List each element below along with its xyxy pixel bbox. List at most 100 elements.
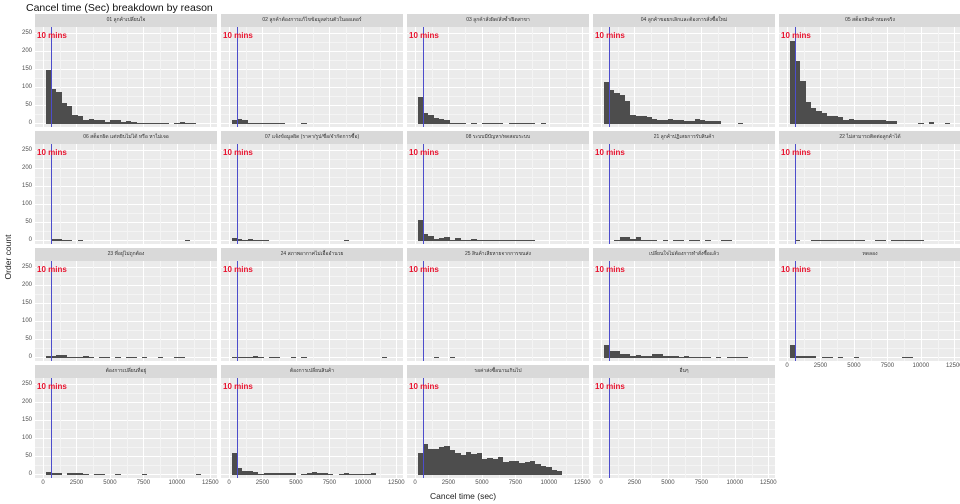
histogram-bar <box>678 120 684 124</box>
histogram-bar <box>944 122 951 124</box>
histogram-bar <box>609 350 615 358</box>
histogram-bar <box>423 444 429 475</box>
histogram-bar <box>152 122 159 124</box>
histogram-bar <box>77 473 84 475</box>
histogram-bar <box>795 356 801 358</box>
histogram-bar <box>258 473 264 475</box>
histogram-bar <box>630 356 636 358</box>
histogram-bar <box>158 356 164 358</box>
histogram-bar <box>837 240 844 241</box>
histogram-bar <box>88 118 94 124</box>
histogram-bar <box>789 345 796 358</box>
facet-plot-area: 10 mins <box>407 378 589 478</box>
histogram-bar <box>832 116 838 124</box>
ten-minute-reference-line <box>237 378 239 478</box>
ten-minute-reference-line <box>51 261 53 361</box>
facet-panel: 08 ระบบมีปัญหา/ทดสอบระบบ 10 mins <box>407 131 589 244</box>
histogram-bar <box>77 240 84 241</box>
histogram-bar <box>508 461 515 475</box>
histogram-bar <box>524 462 531 475</box>
histogram-bar <box>795 60 801 124</box>
histogram-bar <box>88 357 94 358</box>
histogram-bar <box>67 105 73 124</box>
y-tick-label: 0 <box>28 354 32 360</box>
histogram-bar <box>237 239 243 241</box>
histogram-bar <box>56 239 62 241</box>
histogram-bar <box>449 450 456 475</box>
histogram-bar <box>805 356 812 358</box>
histogram-bar <box>535 464 541 475</box>
reference-line-label: 10 mins <box>37 265 67 274</box>
reference-line-label: 10 mins <box>37 148 67 157</box>
histogram-bar <box>301 473 307 475</box>
histogram-bar <box>514 461 520 475</box>
histogram-bar <box>184 122 191 124</box>
histogram-bar <box>237 357 243 358</box>
histogram-bar <box>269 123 275 124</box>
histogram-bar <box>614 240 620 241</box>
facet-panel: 22 ไม่สามารถติดต่อลูกค้าได้ 10 mins <box>779 131 960 244</box>
histogram-bar <box>67 356 73 358</box>
facet-strip-label: 02 ลูกค้าต้องการแก้ไขข้อมูลส่วนตัวในออเด… <box>221 14 403 27</box>
y-tick-label: 100 <box>21 83 32 90</box>
facet-panel: 01 ลูกค้าเปลี่ยนใจ 10 mins <box>35 14 217 127</box>
histogram-bar <box>827 356 833 358</box>
histogram-bar <box>700 357 706 358</box>
histogram-bar <box>61 103 68 124</box>
histogram-bar <box>51 356 57 358</box>
x-tick-label: 7500 <box>880 363 895 369</box>
histogram-bar <box>433 117 440 124</box>
histogram-bar <box>317 473 323 475</box>
x-tick-label: 12500 <box>945 363 960 369</box>
facet-strip-label: 23 ที่อยู่ไม่ถูกต้อง <box>35 248 217 261</box>
histogram-bar <box>247 470 254 475</box>
y-tick-label: 50 <box>25 101 32 108</box>
histogram-bar <box>641 116 647 124</box>
y-tick-label: 50 <box>25 335 32 342</box>
x-tick-label: 10000 <box>912 363 930 369</box>
histogram-bar <box>891 240 897 241</box>
histogram-bar <box>646 356 652 358</box>
facet-panel: ต้องการเปลี่ยนที่อยู่ 10 mins <box>35 365 217 478</box>
histogram-bar <box>253 356 259 358</box>
histogram-bar <box>99 120 105 124</box>
ten-minute-reference-line <box>423 144 425 244</box>
histogram-bar <box>821 113 828 124</box>
histogram-bar <box>301 356 307 358</box>
facet-plot-area: 10 mins <box>779 144 960 244</box>
facet-plot-area: 10 mins <box>593 378 775 478</box>
histogram-bar <box>684 121 690 124</box>
histogram-bar <box>242 470 248 475</box>
histogram-bar <box>83 119 89 124</box>
histogram-bar <box>811 107 817 124</box>
histogram-bar <box>492 458 498 475</box>
facet-panel: อื่นๆ 10 mins <box>593 365 775 478</box>
facet-plot-area: 10 mins <box>221 378 403 478</box>
histogram-bar <box>142 356 148 358</box>
histogram-bar <box>689 240 695 241</box>
histogram-bar <box>498 456 504 475</box>
histogram-bar <box>514 123 520 124</box>
histogram-bar <box>301 123 307 124</box>
facet-strip-label: 06 สต็อกผิด แต่หยิบไม่ได้ หรือ หาไม่เจอ <box>35 131 217 144</box>
ten-minute-reference-line <box>795 27 797 127</box>
histogram-bar <box>635 236 642 241</box>
histogram-bar <box>242 357 248 358</box>
histogram-bar <box>603 345 610 358</box>
x-tick-label: 0 <box>599 480 603 486</box>
histogram-bar <box>694 240 701 241</box>
x-tick-label: 2500 <box>813 363 828 369</box>
histogram-bar <box>487 123 493 124</box>
histogram-bar <box>247 357 254 358</box>
histogram-bar <box>864 120 870 124</box>
histogram-bar <box>274 473 280 475</box>
histogram-bar <box>279 122 286 124</box>
histogram-bar <box>635 116 642 124</box>
histogram-bar <box>126 120 132 124</box>
histogram-bar <box>530 461 536 475</box>
histogram-bar <box>498 240 504 241</box>
facet-panel: รอค่าส่งซื้อนานเกินไป 10 mins <box>407 365 589 478</box>
histogram-bar <box>51 88 57 124</box>
x-tick-label: 0 <box>41 480 45 486</box>
histogram-bar <box>439 447 445 475</box>
